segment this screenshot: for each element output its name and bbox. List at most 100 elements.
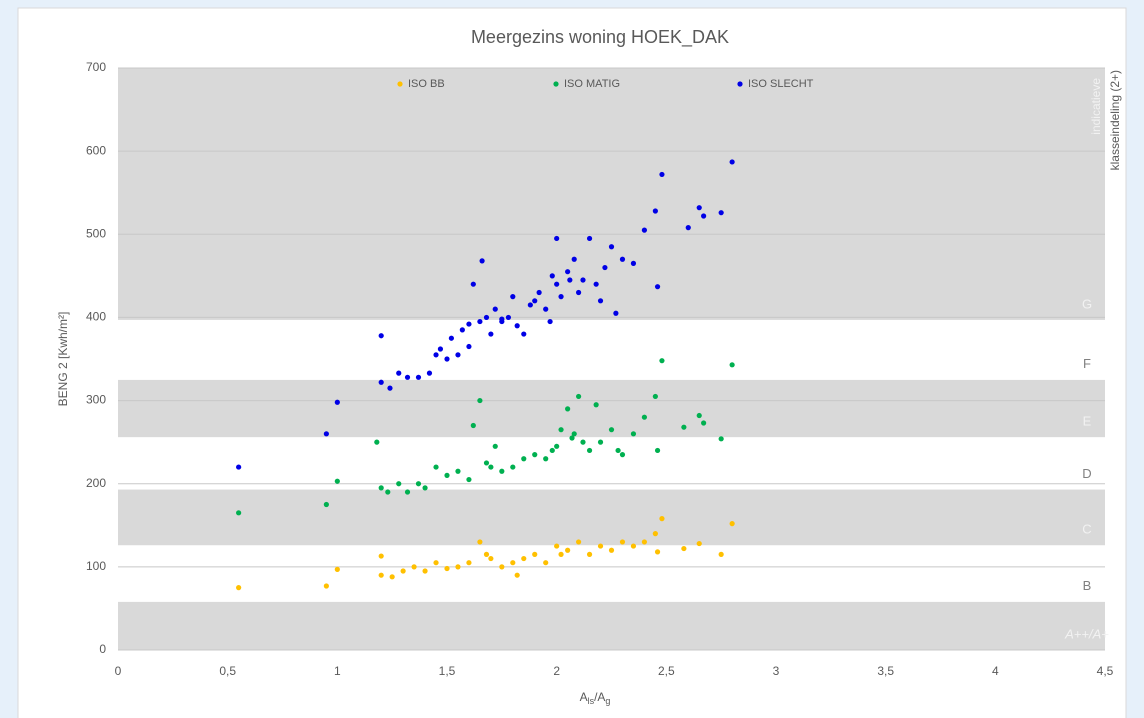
point bbox=[580, 439, 586, 445]
side-label: indicatieve bbox=[1089, 78, 1103, 135]
point bbox=[396, 481, 402, 487]
bands: A++/A+ B C D E F G bbox=[118, 68, 1109, 650]
point bbox=[593, 402, 599, 408]
class-band bbox=[118, 68, 1105, 320]
y-tick-label: 700 bbox=[86, 60, 106, 74]
legend-label: ISO BB bbox=[408, 78, 445, 90]
point bbox=[558, 294, 564, 300]
point bbox=[477, 318, 483, 325]
point bbox=[567, 277, 573, 283]
point bbox=[323, 431, 329, 437]
point bbox=[514, 323, 520, 329]
point bbox=[374, 439, 380, 445]
point bbox=[569, 435, 575, 441]
point bbox=[466, 343, 472, 350]
point bbox=[652, 531, 658, 537]
x-axis-label: Als/Ag bbox=[580, 690, 611, 706]
point bbox=[389, 574, 395, 580]
point bbox=[558, 427, 564, 433]
x-tick-label: 2 bbox=[553, 664, 560, 678]
x-tick-label: 0,5 bbox=[219, 664, 236, 678]
y-tick-label: 400 bbox=[86, 310, 106, 324]
point bbox=[236, 585, 242, 591]
point bbox=[488, 555, 494, 562]
grid bbox=[118, 67, 1105, 651]
point bbox=[396, 370, 402, 376]
y-axis-label: BENG 2 [Kwh/m²] bbox=[56, 312, 70, 407]
point bbox=[630, 260, 637, 266]
point bbox=[521, 456, 527, 462]
point bbox=[527, 302, 533, 308]
point bbox=[444, 356, 450, 362]
point bbox=[378, 553, 384, 559]
point bbox=[571, 256, 577, 262]
point bbox=[681, 545, 687, 552]
point bbox=[597, 298, 604, 304]
point bbox=[459, 327, 465, 333]
point bbox=[455, 468, 461, 474]
point bbox=[404, 374, 411, 380]
point bbox=[547, 318, 553, 325]
point bbox=[718, 436, 724, 442]
legend-marker bbox=[553, 81, 559, 87]
x-label-part: /A bbox=[594, 690, 605, 704]
point bbox=[602, 264, 608, 271]
x-label-part: g bbox=[605, 696, 610, 706]
point bbox=[323, 501, 329, 508]
point bbox=[586, 235, 593, 242]
point bbox=[400, 568, 406, 574]
point bbox=[654, 447, 661, 454]
point bbox=[483, 460, 490, 466]
point bbox=[488, 331, 494, 337]
side-label: klasseindeling (2+) bbox=[1108, 70, 1122, 170]
point bbox=[505, 314, 512, 321]
point bbox=[444, 472, 450, 478]
point bbox=[729, 362, 735, 368]
point bbox=[659, 358, 665, 364]
point bbox=[499, 468, 505, 474]
point bbox=[479, 258, 485, 264]
point bbox=[483, 551, 490, 557]
point bbox=[586, 447, 593, 454]
point bbox=[580, 277, 586, 283]
point bbox=[659, 516, 665, 522]
point bbox=[378, 572, 384, 578]
point bbox=[543, 560, 549, 566]
point bbox=[586, 551, 593, 557]
point bbox=[696, 540, 702, 547]
point bbox=[334, 399, 340, 405]
point bbox=[696, 205, 702, 211]
point bbox=[378, 333, 384, 339]
point bbox=[422, 485, 428, 491]
point bbox=[466, 321, 472, 327]
point bbox=[483, 314, 490, 321]
point bbox=[466, 476, 472, 483]
point bbox=[433, 352, 439, 358]
legend-label: ISO SLECHT bbox=[748, 78, 814, 90]
point bbox=[236, 510, 242, 516]
class-band bbox=[118, 319, 1105, 380]
point bbox=[455, 352, 461, 358]
point bbox=[554, 543, 560, 549]
point bbox=[718, 210, 724, 216]
point bbox=[549, 273, 555, 279]
point bbox=[543, 456, 549, 462]
y-tick-label: 0 bbox=[99, 642, 106, 656]
legend-marker bbox=[397, 81, 403, 87]
point bbox=[499, 316, 505, 322]
point bbox=[492, 443, 498, 449]
point bbox=[593, 281, 599, 287]
y-tick-label: 600 bbox=[86, 143, 106, 157]
x-tick-label: 1 bbox=[334, 664, 341, 678]
point bbox=[554, 443, 560, 449]
point bbox=[696, 412, 702, 419]
y-tick-label: 500 bbox=[86, 226, 106, 240]
point bbox=[608, 547, 615, 553]
point bbox=[641, 539, 648, 545]
class-label: E bbox=[1083, 414, 1092, 429]
point bbox=[608, 244, 615, 250]
x-label-part: A bbox=[580, 690, 588, 704]
point bbox=[681, 424, 687, 430]
point bbox=[608, 427, 615, 433]
